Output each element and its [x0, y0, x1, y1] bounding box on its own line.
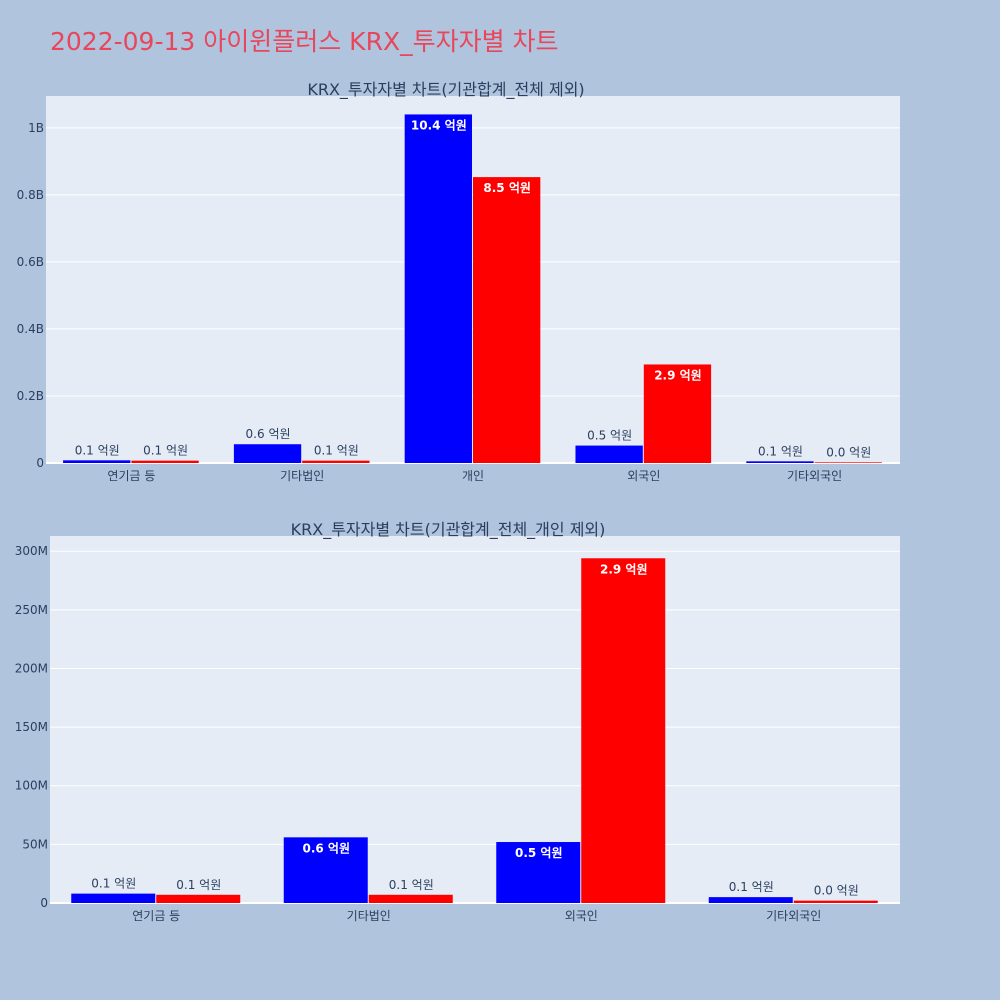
y-tick-label: 150M	[15, 720, 48, 734]
data-label: 0.1 억원	[389, 878, 434, 892]
bar	[156, 894, 241, 903]
data-label: 0.1 억원	[75, 443, 120, 457]
bar	[746, 461, 814, 463]
y-tick-label: 0.6B	[17, 255, 44, 269]
data-label: 2.9 억원	[600, 562, 648, 576]
data-label: 0.1 억원	[176, 878, 221, 892]
y-tick-label: 0.2B	[17, 389, 44, 403]
bar	[71, 893, 156, 903]
data-label: 0.6 억원	[246, 427, 291, 441]
bar	[302, 460, 370, 463]
y-tick-label: 300M	[15, 544, 48, 558]
y-tick-label: 0	[36, 456, 44, 470]
data-label: 10.4 억원	[411, 118, 467, 132]
bar	[473, 177, 541, 463]
bar	[283, 837, 368, 903]
data-label: 0.0 억원	[814, 884, 859, 898]
x-tick-label: 외국인	[565, 909, 598, 923]
x-tick-label: 개인	[462, 469, 484, 483]
bar	[404, 114, 472, 464]
plot-area	[50, 536, 900, 903]
data-label: 0.0 억원	[826, 445, 871, 459]
bar	[131, 460, 199, 463]
data-label: 0.5 억원	[515, 846, 563, 860]
data-label: 0.1 억원	[758, 444, 803, 458]
y-tick-label: 250M	[15, 603, 48, 617]
x-tick-label: 외국인	[627, 469, 660, 483]
x-tick-label: 기타외국인	[787, 469, 842, 483]
y-tick-label: 1B	[28, 121, 44, 135]
x-tick-label: 연기금 등	[107, 469, 155, 483]
bar	[496, 842, 581, 903]
chart-1: KRX_투자자별 차트(기관합계_전체 제외) 0 0.2B 0.4B 0.6B 0.8B…	[17, 80, 900, 483]
x-tick-label: 기타법인	[347, 909, 391, 923]
data-label: 0.1 억원	[729, 880, 774, 894]
x-tick-label: 연기금 등	[132, 909, 180, 923]
bar	[575, 445, 643, 463]
y-tick-label: 50M	[22, 837, 48, 851]
bar	[793, 900, 878, 903]
bar	[581, 558, 666, 903]
y-tick-label: 200M	[15, 661, 48, 675]
data-label: 0.6 억원	[302, 841, 350, 855]
data-label: 0.1 억원	[314, 444, 359, 458]
chart-title: KRX_투자자별 차트(기관합계_전체 제외)	[307, 80, 584, 100]
bar	[63, 460, 131, 463]
data-label: 0.1 억원	[91, 877, 136, 891]
y-tick-label: 0	[40, 896, 48, 910]
y-tick-label: 0.8B	[17, 188, 44, 202]
bar	[233, 444, 302, 463]
x-tick-label: 기타외국인	[766, 909, 821, 923]
data-label: 2.9 억원	[654, 368, 702, 382]
chart-title: KRX_투자자별 차트(기관합계_전체_개인 제외)	[291, 520, 606, 540]
bar	[368, 894, 453, 903]
data-label: 8.5 억원	[483, 181, 531, 195]
x-tick-label: 기타법인	[280, 469, 324, 483]
bar	[643, 364, 712, 463]
data-label: 0.5 억원	[587, 429, 632, 443]
bar	[708, 897, 793, 903]
bar	[814, 462, 882, 463]
data-label: 0.1 억원	[143, 444, 188, 458]
y-tick-label: 100M	[15, 779, 48, 793]
page-title: 2022-09-13 아이윈플러스 KRX_투자자별 차트	[50, 27, 559, 56]
y-tick-label: 0.4B	[17, 322, 44, 336]
